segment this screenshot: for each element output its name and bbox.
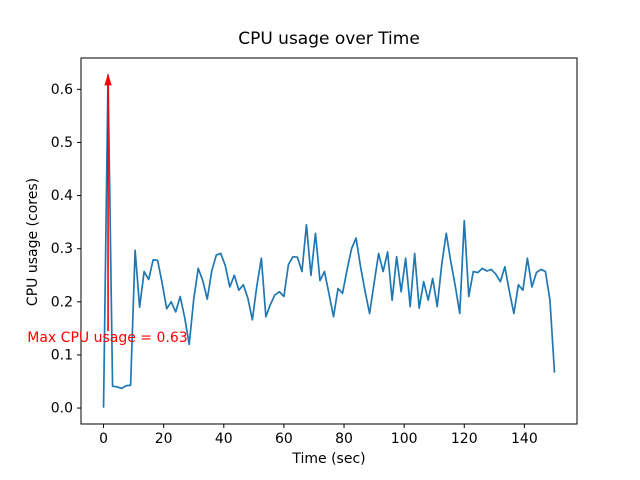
max-cpu-annotation: Max CPU usage = 0.63 bbox=[27, 330, 188, 347]
cpu-usage-line bbox=[102, 74, 556, 408]
x-tick-label: 40 bbox=[215, 431, 233, 447]
x-tick-label: 140 bbox=[511, 431, 538, 447]
x-axis-label: Time (sec) bbox=[292, 451, 366, 467]
y-tick-label: 0.4 bbox=[51, 188, 73, 204]
x-tick-label: 100 bbox=[391, 431, 418, 447]
chart-title: CPU usage over Time bbox=[238, 29, 420, 49]
x-tick-label: 80 bbox=[335, 431, 353, 447]
y-tick-label: 0.0 bbox=[51, 401, 73, 417]
y-tick-label: 0.2 bbox=[51, 294, 73, 310]
annotation-arrow-head bbox=[104, 73, 112, 86]
y-tick-label: 0.3 bbox=[51, 241, 73, 257]
axes-frame bbox=[80, 57, 578, 425]
x-tick-label: 20 bbox=[155, 431, 173, 447]
y-tick-label: 0.1 bbox=[51, 347, 73, 363]
x-tick-label: 0 bbox=[99, 431, 108, 447]
y-axis-label: CPU usage (cores) bbox=[25, 177, 41, 307]
x-tick-label: 60 bbox=[275, 431, 293, 447]
x-tick-label: 120 bbox=[451, 431, 478, 447]
y-tick-label: 0.6 bbox=[51, 82, 73, 98]
y-tick-label: 0.5 bbox=[51, 135, 73, 151]
